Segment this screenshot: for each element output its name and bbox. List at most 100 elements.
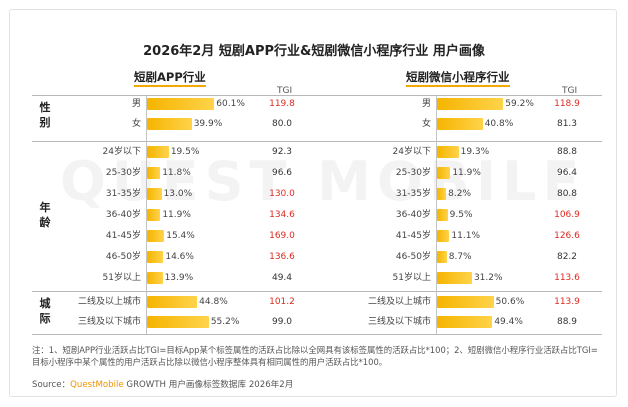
mini-bar	[437, 98, 504, 110]
source-brand: QuestMobile	[70, 380, 124, 390]
app-bar	[147, 167, 161, 179]
mini-tgi-value: 113.9	[554, 297, 580, 307]
app-bar	[147, 118, 192, 130]
mini-bar	[437, 272, 472, 284]
left-tgi-header: TGI	[277, 86, 293, 96]
app-bar	[147, 209, 161, 221]
app-category-label: 24岁以下	[102, 147, 141, 157]
app-category-label: 41-45岁	[105, 231, 141, 241]
mini-value-label: 9.5%	[449, 210, 473, 220]
mini-bar	[437, 209, 448, 221]
mini-value-label: 31.2%	[473, 273, 503, 283]
app-category-label: 51岁以上	[102, 273, 141, 283]
app-tgi-value: 80.0	[271, 119, 293, 129]
mini-value-label: 8.7%	[448, 252, 472, 262]
app-tgi-value: 130.0	[269, 189, 295, 199]
group-label-gender: 性别	[39, 101, 51, 129]
app-tgi-value: 134.6	[269, 210, 295, 220]
app-bar	[147, 98, 215, 110]
app-value-label: 14.6%	[165, 252, 194, 262]
figure-frame	[9, 9, 617, 397]
mini-tgi-value: 113.6	[554, 273, 580, 283]
separator-gender	[32, 141, 602, 142]
watermark-text: QUEST MOBILE	[60, 150, 585, 213]
app-value-label: 15.4%	[166, 231, 195, 241]
source-prefix: Source：	[32, 380, 71, 390]
app-value-label: 13.0%	[163, 189, 193, 199]
footnote: 注：1、短剧APP行业活跃占比TGI=目标App某个标签属性的活跃占比除以全网具…	[32, 345, 598, 367]
app-category-label: 三线及以下城市	[77, 317, 141, 327]
mini-tgi-value: 118.9	[554, 99, 580, 109]
chart-title: 2026年2月 短剧APP行业&短剧微信小程序行业 用户画像	[143, 44, 485, 59]
app-tgi-value: 169.0	[269, 231, 295, 241]
mini-value-label: 50.6%	[495, 297, 525, 307]
app-tgi-value: 99.0	[271, 317, 293, 327]
left-pane-title: 短剧APP行业	[134, 70, 206, 87]
source-line: Source：QuestMobile GROWTH 用户画像标签数据库 2026…	[32, 378, 293, 390]
mini-category-label: 46-50岁	[395, 252, 431, 262]
mini-tgi-value: 88.9	[556, 317, 578, 327]
app-category-label: 男	[131, 99, 141, 109]
app-bar	[147, 296, 198, 308]
mini-value-label: 40.8%	[484, 119, 514, 129]
separator-age	[32, 291, 602, 292]
app-bar	[147, 230, 165, 242]
mini-value-label: 11.1%	[451, 231, 481, 241]
app-bar	[147, 188, 162, 200]
source-text: GROWTH 用户画像标签数据库 2026年2月	[123, 380, 294, 390]
app-tgi-value: 101.2	[269, 297, 295, 307]
app-tgi-value: 136.6	[269, 252, 295, 262]
mini-category-label: 三线及以下城市	[367, 317, 431, 327]
mini-value-label: 8.2%	[448, 189, 472, 199]
app-bar	[147, 316, 209, 328]
mini-bar	[437, 296, 494, 308]
mini-category-label: 女	[421, 119, 431, 129]
app-value-label: 13.9%	[164, 273, 194, 283]
app-bar	[147, 251, 164, 263]
mini-value-label: 49.4%	[494, 317, 523, 327]
group-label-age: 年龄	[39, 201, 51, 229]
mini-value-label: 19.3%	[460, 147, 490, 157]
app-category-label: 女	[131, 119, 141, 129]
mini-category-label: 男	[421, 99, 431, 109]
app-bar	[147, 272, 163, 284]
app-value-label: 60.1%	[216, 99, 245, 109]
app-tgi-value: 92.3	[271, 147, 293, 157]
mini-tgi-value: 81.3	[556, 119, 578, 129]
app-value-label: 11.9%	[162, 210, 191, 220]
app-tgi-value: 49.4	[271, 273, 293, 283]
mini-bar	[437, 146, 459, 158]
mini-tgi-value: 96.4	[556, 168, 578, 178]
mini-category-label: 31-35岁	[395, 189, 431, 199]
mini-category-label: 51岁以上	[392, 273, 431, 283]
mini-tgi-value: 80.8	[556, 189, 578, 199]
right-pane-title: 短剧微信小程序行业	[406, 70, 510, 87]
app-tgi-value: 119.8	[269, 99, 295, 109]
mini-bar	[437, 188, 447, 200]
mini-bar	[437, 118, 483, 130]
app-bar	[147, 146, 169, 158]
app-category-label: 36-40岁	[105, 210, 141, 220]
separator-bottom	[32, 334, 602, 335]
mini-value-label: 59.2%	[505, 99, 534, 109]
app-value-label: 11.8%	[162, 168, 191, 178]
app-category-label: 46-50岁	[105, 252, 141, 262]
mini-bar	[437, 251, 447, 263]
mini-bar	[437, 230, 450, 242]
mini-category-label: 41-45岁	[395, 231, 431, 241]
mini-category-label: 24岁以下	[392, 147, 431, 157]
mini-value-label: 11.9%	[452, 168, 481, 178]
mini-category-label: 25-30岁	[395, 168, 431, 178]
separator-top	[32, 95, 602, 96]
app-category-label: 二线及以上城市	[77, 297, 141, 307]
app-tgi-value: 96.6	[271, 168, 293, 178]
mini-bar	[437, 316, 493, 328]
right-tgi-header: TGI	[562, 86, 578, 96]
app-value-label: 55.2%	[210, 317, 240, 327]
app-value-label: 44.8%	[199, 297, 228, 307]
mini-tgi-value: 106.9	[554, 210, 580, 220]
mini-category-label: 二线及以上城市	[367, 297, 431, 307]
mini-bar	[437, 167, 451, 179]
left-axis-line	[146, 96, 147, 334]
right-axis-line	[436, 96, 437, 334]
